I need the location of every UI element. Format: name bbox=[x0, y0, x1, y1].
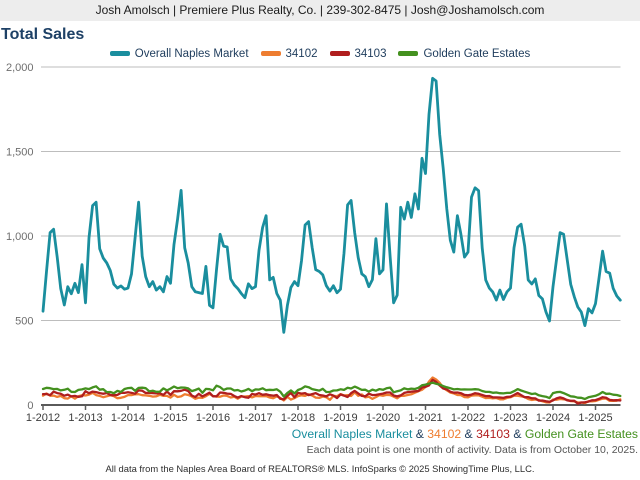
svg-text:2,000: 2,000 bbox=[6, 62, 34, 74]
svg-text:1-2015: 1-2015 bbox=[153, 412, 187, 424]
svg-text:1-2019: 1-2019 bbox=[323, 412, 357, 424]
svg-text:0: 0 bbox=[27, 400, 33, 412]
svg-text:1,500: 1,500 bbox=[6, 147, 34, 159]
svg-text:1-2020: 1-2020 bbox=[366, 412, 400, 424]
svg-text:1-2016: 1-2016 bbox=[196, 412, 230, 424]
svg-text:1-2025: 1-2025 bbox=[578, 412, 612, 424]
svg-text:1-2017: 1-2017 bbox=[238, 412, 272, 424]
svg-text:1-2014: 1-2014 bbox=[111, 412, 145, 424]
svg-text:1-2023: 1-2023 bbox=[493, 412, 527, 424]
svg-text:500: 500 bbox=[15, 316, 33, 328]
svg-text:1-2022: 1-2022 bbox=[451, 412, 485, 424]
svg-text:1-2013: 1-2013 bbox=[68, 412, 102, 424]
svg-text:1-2012: 1-2012 bbox=[26, 412, 60, 424]
svg-text:1,000: 1,000 bbox=[6, 231, 34, 243]
svg-text:1-2021: 1-2021 bbox=[408, 412, 442, 424]
svg-text:1-2018: 1-2018 bbox=[281, 412, 315, 424]
svg-text:1-2024: 1-2024 bbox=[536, 412, 570, 424]
